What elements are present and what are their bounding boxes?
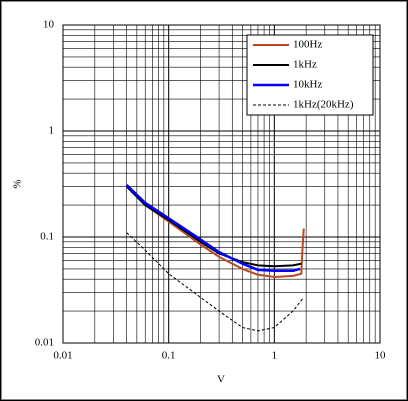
x-tick-label: 1 (272, 350, 278, 362)
x-tick-label: 10 (375, 350, 387, 362)
x-axis-label: V (217, 374, 225, 386)
legend-label: 10kHz (293, 79, 322, 91)
y-tick-label: 10 (43, 19, 55, 31)
y-tick-label: 0.01 (35, 337, 54, 349)
series-line (125, 184, 301, 273)
plot-border (62, 24, 381, 344)
legend-label: 100Hz (293, 39, 322, 51)
legend-label: 1kHz(20kHz) (293, 99, 354, 111)
y-axis-label: % (12, 179, 24, 188)
x-tick-label: 0.01 (53, 350, 72, 362)
y-tick-label: 1 (49, 125, 55, 137)
legend-box (246, 34, 374, 116)
series-line (125, 185, 305, 278)
legend-label: 1kHz (293, 59, 317, 71)
y-tick-label: 0.1 (40, 231, 54, 243)
x-tick-label: 0.1 (162, 350, 176, 362)
series-line (126, 232, 305, 332)
